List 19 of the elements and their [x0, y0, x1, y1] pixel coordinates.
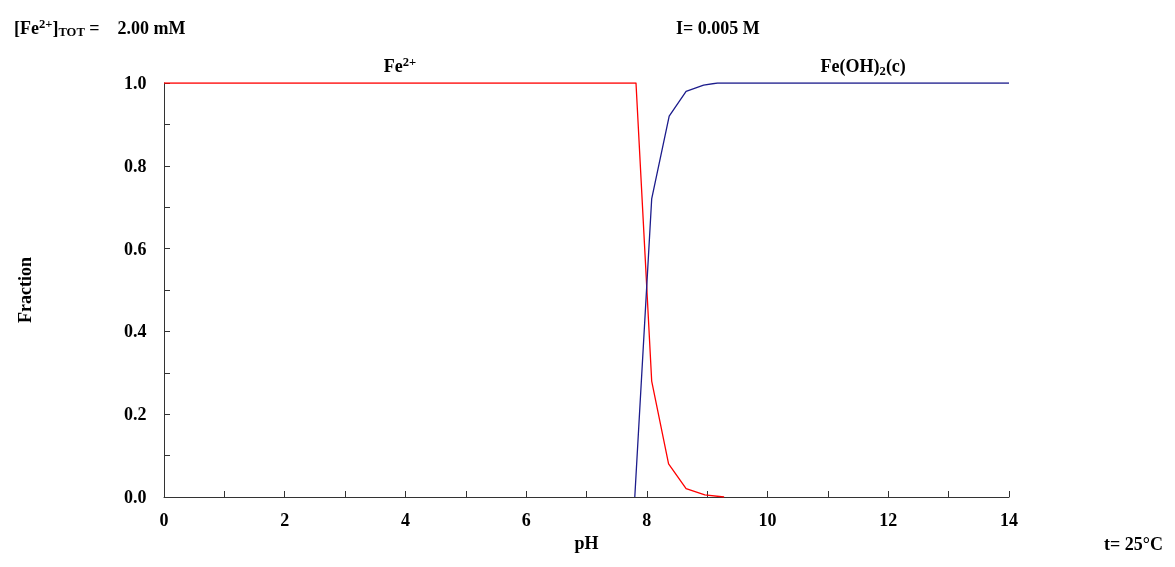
x-tick-label: 2 [280, 510, 290, 530]
y-tick-label: 0.4 [124, 321, 147, 342]
y-tick-label: 0.2 [124, 404, 147, 425]
y-tick-label: 0.8 [124, 155, 147, 176]
x-tick-label: 14 [1000, 510, 1018, 530]
x-tick-label: 0 [159, 510, 169, 530]
x-tick-label: 12 [879, 510, 898, 530]
text: t= 25°C [1104, 534, 1163, 554]
x-axis-title: pH [574, 532, 599, 553]
x-tick-label: 8 [642, 510, 652, 530]
x-tick-label: 4 [400, 510, 410, 530]
x-tick-label: 10 [758, 510, 777, 530]
line-series [634, 82, 1010, 498]
y-tick-label: 1.0 [124, 73, 147, 93]
text: I= 0.005 M [676, 18, 760, 38]
y-axis-title: Fraction [15, 257, 35, 323]
y-tick-label: 0.0 [124, 487, 147, 507]
x-tick-label: 6 [521, 510, 531, 530]
y-tick-label: 0.6 [124, 238, 147, 259]
